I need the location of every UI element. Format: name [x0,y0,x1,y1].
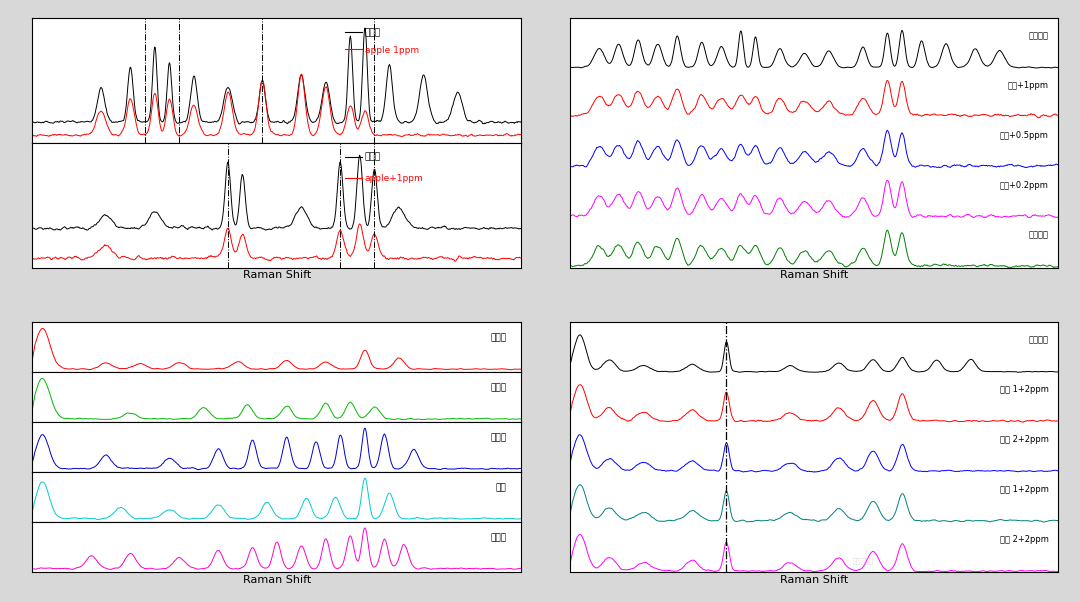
Text: 牛奶空白: 牛奶空白 [1028,231,1049,240]
Text: 三化符: 三化符 [365,153,381,162]
Text: 三元氧化: 三元氧化 [1028,335,1049,344]
Text: 已星 2+2ppm: 已星 2+2ppm [1000,435,1049,444]
Text: 牛奶+0.2ppm: 牛奶+0.2ppm [1000,181,1049,190]
Text: 公星 1+2ppm: 公星 1+2ppm [1000,485,1049,494]
X-axis label: Raman Shift: Raman Shift [780,575,848,585]
Text: 已星 1+2ppm: 已星 1+2ppm [1000,385,1049,394]
X-axis label: Raman Shift: Raman Shift [243,270,311,281]
Text: 环丙沙星: 环丙沙星 [1028,31,1049,40]
Text: 牛奶+0.5ppm: 牛奶+0.5ppm [1000,131,1049,140]
Text: apple+1ppm: apple+1ppm [365,174,423,183]
Text: 公星 2+2ppm: 公星 2+2ppm [1000,535,1049,544]
Text: 牛奶+1ppm: 牛奶+1ppm [1008,81,1049,90]
Text: 日落黄: 日落黄 [490,433,507,442]
X-axis label: Raman Shift: Raman Shift [243,575,311,585]
Text: 阁局红: 阁局红 [490,383,507,393]
Text: 酸性红: 酸性红 [490,533,507,542]
Text: 柠横黄: 柠横黄 [490,334,507,343]
Text: 仿图局图网: 仿图局图网 [852,557,874,563]
X-axis label: Raman Shift: Raman Shift [780,270,848,281]
Text: apple 1ppm: apple 1ppm [365,46,419,55]
Text: 柠蓝: 柠蓝 [496,483,507,492]
Text: 保测符: 保测符 [365,28,381,37]
